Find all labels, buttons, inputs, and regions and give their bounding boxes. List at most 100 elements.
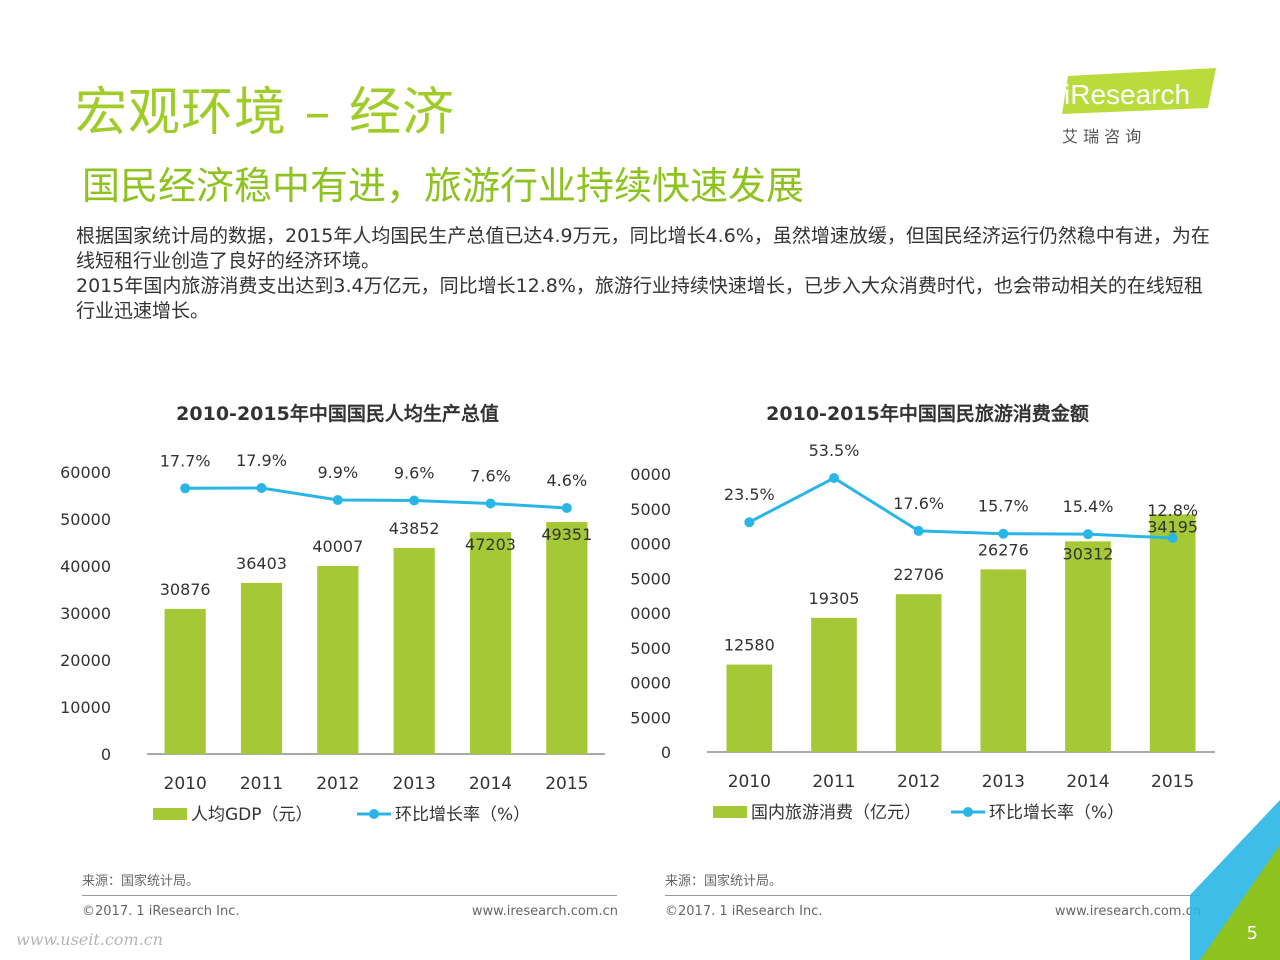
bar <box>546 522 588 754</box>
chart-svg: 2010-2015年中国国民人均生产总值 0 10000 20000 30000 4000… <box>60 402 605 825</box>
tourism-chart: 2010-2015年中国国民旅游消费金额 0 5000 10000 15000 20000… <box>630 388 1225 833</box>
growth-point <box>829 473 839 483</box>
growth-point <box>1083 529 1093 540</box>
y-tick-label: 40000 <box>60 557 111 576</box>
bar <box>317 565 359 754</box>
legend-line-label: 环比增长率（%） <box>395 805 530 825</box>
y-tick-label: 15000 <box>630 639 671 658</box>
body-text: 根据国家统计局的数据，2015年人均国民生产总值已达4.9万元，同比增长4.6%… <box>76 224 1211 324</box>
bar <box>164 608 206 754</box>
bar-value-label: 30312 <box>1063 544 1114 563</box>
bar-value-label: 34195 <box>1147 517 1198 536</box>
growth-label: 15.7% <box>978 497 1029 516</box>
chart-svg: 2010-2015年中国国民旅游消费金额 0 5000 10000 15000 20000… <box>630 402 1215 823</box>
y-tick-label: 60000 <box>60 463 111 482</box>
growth-point <box>180 483 191 494</box>
y-tick-label: 5000 <box>630 708 671 727</box>
bar-value-label: 47203 <box>465 535 516 554</box>
y-tick-label: 0 <box>661 743 671 762</box>
paragraph-tourism: 2015年国内旅游消费支出达到3.4万亿元，同比增长12.8%，旅游行业持续快速… <box>76 275 1203 322</box>
bar-value-label: 12580 <box>724 636 775 655</box>
x-tick-label: 2010 <box>164 774 207 794</box>
y-tick-label: 10000 <box>60 698 111 717</box>
growth-label: 4.6% <box>547 471 588 490</box>
watermark: www.useit.com.cn <box>16 930 164 949</box>
gdp-chart: 2010-2015年中国国民人均生产总值 0 10000 20000 30000 4000… <box>50 388 625 833</box>
x-tick-label: 2012 <box>316 774 359 794</box>
y-tick-label: 30000 <box>60 604 111 623</box>
x-tick-label: 2012 <box>897 772 940 792</box>
legend-bar-swatch <box>153 808 187 820</box>
y-tick-label: 25000 <box>630 569 671 588</box>
growth-line <box>185 486 567 510</box>
x-tick-label: 2010 <box>728 772 771 792</box>
bar <box>811 617 857 752</box>
growth-label: 17.6% <box>893 494 944 513</box>
x-tick-label: 2013 <box>982 772 1025 792</box>
bar <box>895 594 942 752</box>
website-left: www.iresearch.com.cn <box>471 904 618 919</box>
bar <box>1065 541 1111 752</box>
x-tick-label: 2015 <box>1151 772 1194 792</box>
x-tick-label: 2011 <box>812 772 855 792</box>
source-left: 来源：国家统计局。 <box>82 874 200 889</box>
bar-value-label: 26276 <box>978 540 1029 559</box>
corner-decoration <box>1190 800 1280 960</box>
x-tick-label: 2011 <box>240 774 283 794</box>
x-tick-label: 2014 <box>1066 772 1109 792</box>
y-tick-label: 10000 <box>630 674 671 693</box>
growth-label: 7.6% <box>470 466 511 485</box>
source-right: 来源：国家统计局。 <box>665 874 783 889</box>
bar-value-label: 40007 <box>312 537 363 556</box>
logo-banner-shape <box>1062 68 1216 114</box>
footer-divider-right <box>665 895 1200 896</box>
growth-label: 53.5% <box>809 441 860 460</box>
growth-point <box>744 517 755 528</box>
bar <box>469 532 512 754</box>
growth-label: 17.7% <box>160 451 211 470</box>
page-subtitle: 国民经济稳中有进，旅游行业持续快速发展 <box>82 164 805 208</box>
x-tick-label: 2013 <box>393 774 436 794</box>
growth-point <box>998 528 1009 539</box>
logo-cn-text: 艾 瑞 咨 询 <box>1062 127 1141 146</box>
growth-point <box>332 495 343 506</box>
y-tick-label: 50000 <box>60 510 111 529</box>
x-tick-label: 2014 <box>469 774 512 794</box>
legend-line-marker <box>369 809 379 819</box>
iresearch-logo: iResearch 艾 瑞 咨 询 <box>1062 68 1216 146</box>
growth-point <box>913 525 924 536</box>
growth-point <box>485 498 496 509</box>
y-tick-label: 40000 <box>630 465 671 484</box>
bar-value-label: 22706 <box>893 565 944 584</box>
legend-line-marker <box>963 807 973 817</box>
page-title: 宏观环境 – 经济 <box>75 83 456 143</box>
y-tick-label: 0 <box>101 745 111 764</box>
growth-label: 12.8% <box>1147 501 1198 520</box>
y-tick-label: 20000 <box>60 651 111 670</box>
bar <box>980 569 1027 752</box>
growth-point <box>409 495 420 506</box>
website-right: www.iresearch.com.cn <box>1054 904 1201 919</box>
copyright-left: ©2017. 1 iResearch Inc. <box>82 904 240 919</box>
bar <box>1149 514 1196 752</box>
corner-green-shape <box>1200 845 1280 960</box>
footer-divider-left <box>82 895 617 896</box>
growth-point <box>1167 533 1178 543</box>
bar <box>240 582 283 754</box>
growth-line <box>748 476 1173 540</box>
bar-value-label: 19305 <box>809 589 860 608</box>
chart-title: 2010-2015年中国国民旅游消费金额 <box>766 402 1089 425</box>
y-tick-label: 35000 <box>630 500 671 519</box>
page-number: 5 <box>1246 923 1258 944</box>
growth-label: 15.4% <box>1063 497 1114 516</box>
y-tick-label: 30000 <box>630 535 671 554</box>
legend-line-label: 环比增长率（%） <box>989 803 1124 823</box>
paragraph-gdp: 根据国家统计局的数据，2015年人均国民生产总值已达4.9万元，同比增长4.6%… <box>76 225 1210 272</box>
bar-value-label: 36403 <box>236 554 287 573</box>
legend-bar-label: 国内旅游消费（亿元） <box>751 803 921 823</box>
growth-label: 17.9% <box>236 451 287 470</box>
x-tick-label: 2015 <box>545 774 588 794</box>
y-tick-label: 20000 <box>630 604 671 623</box>
chart-title: 2010-2015年中国国民人均生产总值 <box>176 402 499 425</box>
growth-point <box>561 503 572 513</box>
